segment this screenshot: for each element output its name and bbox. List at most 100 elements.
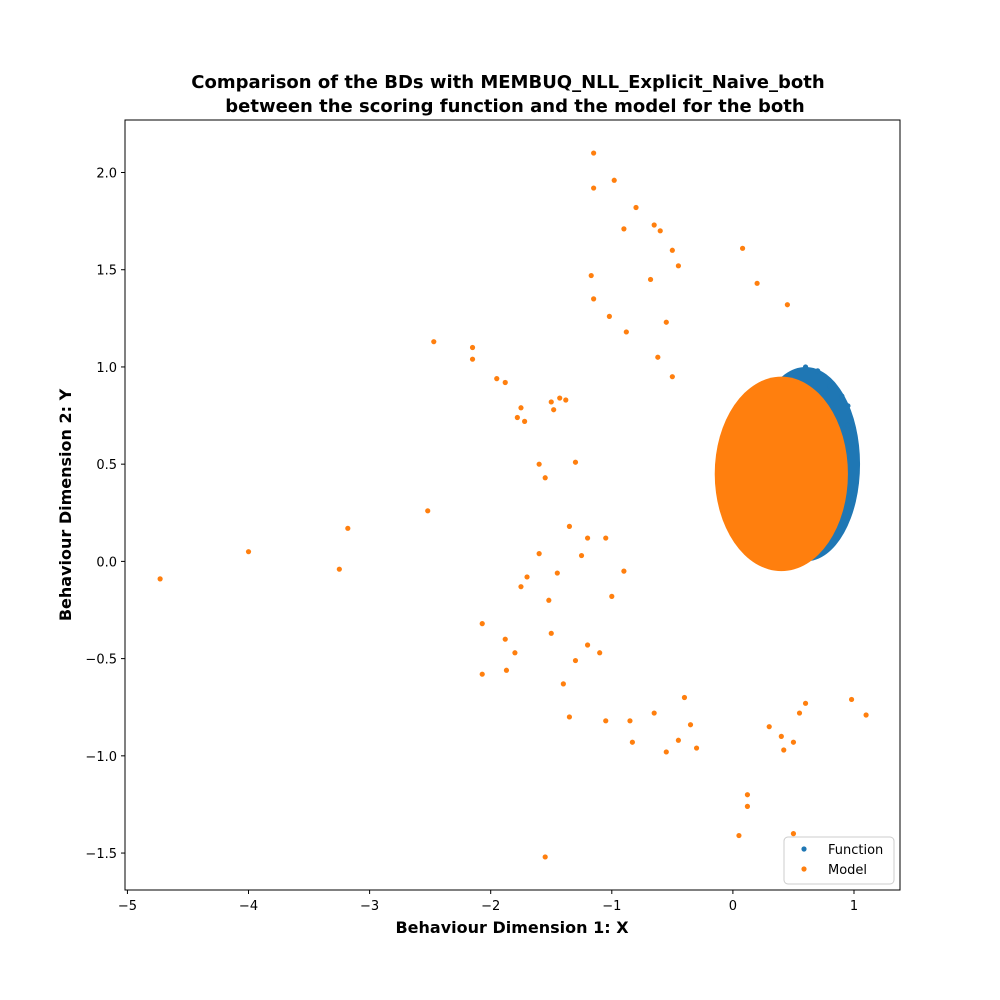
x-tick-label: −3 (360, 899, 379, 914)
scatter-point (739, 245, 746, 251)
scatter-point (845, 422, 851, 428)
plot-frame (124, 119, 901, 891)
scatter-point (845, 403, 851, 409)
scatter-point (563, 397, 569, 403)
scatter-point (675, 263, 681, 269)
scatter-point (621, 226, 627, 232)
scatter-point (802, 700, 809, 706)
chart-title-line2: between the scoring function and the mod… (225, 96, 804, 117)
x-axis-label: Behaviour Dimension 1: X (395, 918, 629, 937)
scatter-point (744, 803, 751, 809)
legend-label-model: Model (828, 863, 867, 878)
scatter-point (578, 552, 585, 559)
series-model (157, 150, 869, 860)
scatter-point (584, 535, 591, 541)
scatter-point (651, 222, 657, 228)
scatter-point (784, 302, 790, 308)
scatter-point (588, 272, 594, 279)
scatter-point (603, 718, 609, 724)
y-tick-label: −1.0 (85, 750, 117, 765)
legend: Function Model (783, 836, 895, 885)
scatter-point (591, 150, 597, 156)
scatter-point (609, 593, 615, 599)
scatter-point (551, 407, 557, 413)
scatter-point (591, 296, 597, 302)
points-layer (157, 150, 869, 860)
scatter-point (479, 621, 485, 627)
y-tick-label: −1.5 (85, 847, 117, 862)
scatter-point (736, 832, 742, 839)
scatter-point (848, 696, 855, 703)
scatter-point (627, 718, 633, 724)
scatter-point (566, 714, 573, 720)
y-axis: −1.5 −1.0 −0.5 0.0 0.5 1.0 1.5 2.0 (85, 167, 125, 862)
legend-label-function: Function (828, 843, 883, 858)
scatter-point (778, 733, 784, 739)
scatter-point (848, 500, 855, 506)
scatter-point (557, 395, 563, 401)
scatter-point (572, 657, 579, 664)
scatter-point (669, 247, 675, 253)
scatter-point (431, 339, 437, 345)
y-tick-label: 1.5 (96, 264, 117, 279)
scatter-point (629, 739, 635, 745)
scatter-point (681, 694, 688, 701)
x-tick-label: 0 (729, 899, 737, 914)
x-tick-label: −2 (481, 899, 500, 914)
scatter-point (536, 461, 542, 467)
scatter-point (781, 747, 787, 753)
scatter-point (524, 574, 530, 580)
scatter-point (675, 737, 681, 743)
scatter-point (245, 549, 252, 555)
scatter-point (802, 364, 809, 370)
legend-box (783, 836, 895, 885)
scatter-point (663, 749, 669, 755)
scatter-point (566, 523, 573, 529)
scatter-point (796, 710, 803, 716)
scatter-point (851, 490, 857, 496)
scatter-point (827, 383, 833, 389)
y-axis-label: Behaviour Dimension 2: Y (56, 388, 75, 621)
scatter-point (554, 570, 560, 576)
scatter-point (548, 399, 554, 405)
y-tick-label: 0.0 (96, 555, 117, 570)
scatter-point (572, 459, 579, 465)
scatter-point (603, 535, 609, 541)
scatter-point (502, 379, 508, 386)
scatter-point (766, 724, 772, 730)
scatter-point (518, 405, 524, 411)
scatter-point (651, 710, 657, 716)
scatter-point (693, 745, 700, 751)
scatter-point (469, 356, 476, 362)
scatter-point (663, 319, 669, 325)
scatter-point (863, 712, 869, 718)
scatter-point (623, 329, 629, 335)
chart-title-line1: Comparison of the BDs with MEMBUQ_NLL_Ex… (191, 72, 824, 93)
scatter-point (479, 671, 485, 677)
scatter-point (655, 354, 661, 360)
scatter-point (790, 831, 797, 837)
scatter-point (669, 374, 675, 380)
scatter-point (851, 442, 857, 448)
scatter-point (657, 228, 663, 234)
scatter-point (542, 854, 548, 860)
scatter-point (336, 566, 342, 572)
scatter-point (469, 344, 476, 351)
scatter-point (584, 642, 591, 648)
scatter-point (494, 376, 500, 382)
scatter-point (425, 508, 431, 514)
scatter-point (621, 568, 627, 574)
scatter-point (611, 177, 617, 183)
x-axis: −5 −4 −3 −2 −1 0 1 (118, 890, 858, 914)
scatter-point (591, 185, 597, 191)
legend-marker-model (801, 866, 807, 872)
x-tick-label: −5 (118, 899, 137, 914)
scatter-point (514, 414, 520, 421)
scatter-point (503, 667, 510, 673)
scatter-point (518, 584, 524, 590)
y-tick-label: 1.0 (96, 361, 117, 376)
scatter-point (542, 475, 548, 481)
scatter-point (522, 418, 528, 424)
scatter-point (502, 636, 508, 642)
scatter-point (647, 276, 654, 283)
